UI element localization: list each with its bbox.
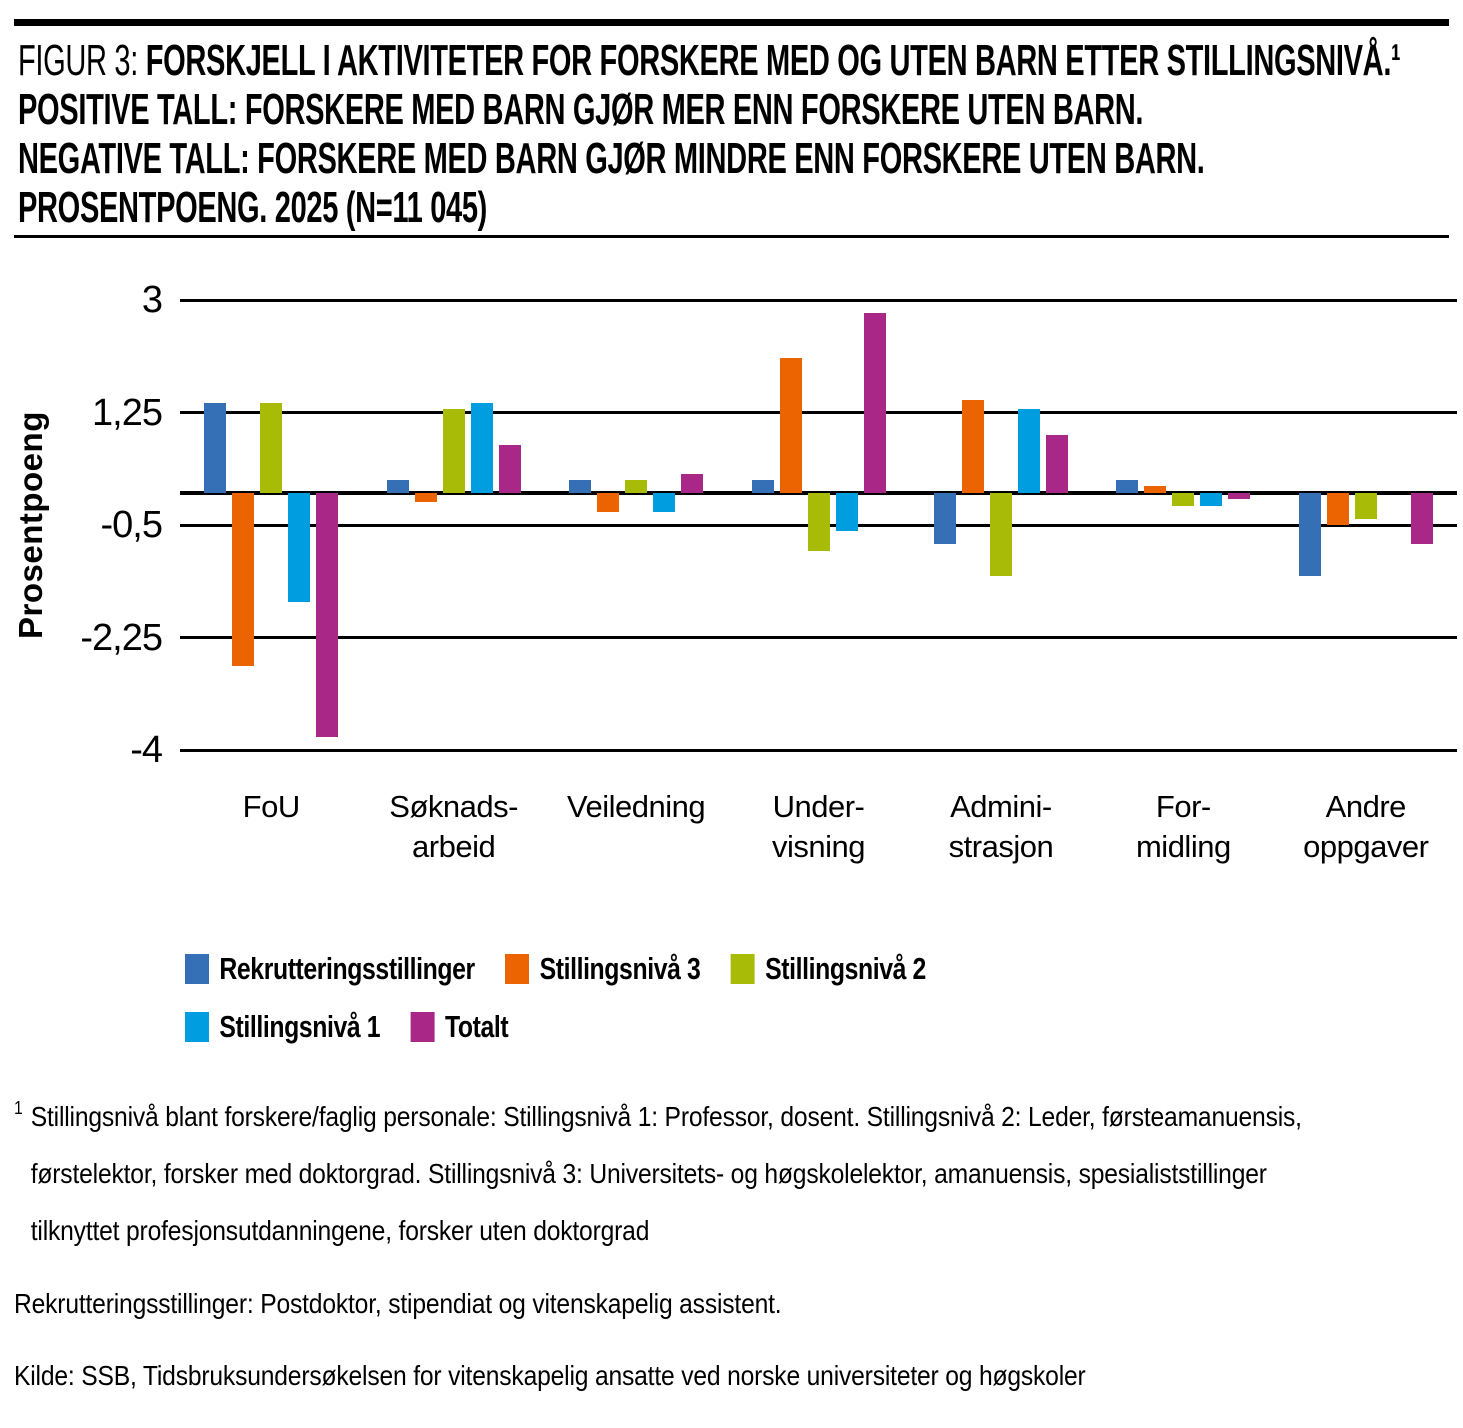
plot-area xyxy=(180,298,1457,752)
gridline-3 xyxy=(180,298,1457,302)
bar-rekrutteringsstillinger-s-knadsarbeid xyxy=(386,480,409,493)
bar-stillingsniva-1-veiledning xyxy=(653,492,676,513)
legend-label: Totalt xyxy=(444,1009,509,1044)
bar-totalt-andre-oppgaver xyxy=(1410,492,1433,545)
y-tick-label: 1,25 xyxy=(92,391,163,434)
bar-stillingsniva-2-andre-oppgaver xyxy=(1354,492,1377,519)
x-axis-label-formidling: For- midling xyxy=(1135,789,1231,864)
figure-title-line-2: POSITIVE TALL: FORSKERE MED BARN GJØR ME… xyxy=(18,85,1144,134)
legend-label: Stillingsnivå 2 xyxy=(765,951,926,986)
footnote-marker: 1 xyxy=(14,1098,23,1118)
x-axis-label-fou: FoU xyxy=(242,789,301,824)
bar-rekrutteringsstillinger-formidling xyxy=(1116,480,1139,493)
bar-stillingsniva-1-undervisning xyxy=(835,492,858,532)
bar-totalt-veiledning xyxy=(681,473,704,493)
figure-title-line-3: NEGATIVE TALL: FORSKERE MED BARN GJØR MI… xyxy=(18,134,1205,183)
legend-item-stillingsniva-2: Stillingsnivå 2 xyxy=(730,951,926,987)
bar-stillingsniva-3-formidling xyxy=(1144,486,1167,493)
gridline-1-25 xyxy=(180,411,1457,414)
footnote-lines: Stillingsnivå blant forskere/faglig pers… xyxy=(31,1088,1302,1259)
bar-stillingsniva-1-formidling xyxy=(1200,492,1223,506)
footnote-line: førstelektor, forsker med doktorgrad. St… xyxy=(30,1158,1267,1189)
bar-stillingsniva-3-undervisning xyxy=(779,357,802,493)
note-rekruttering: Rekrutteringsstillinger: Postdoktor, sti… xyxy=(14,1288,782,1319)
figure-title-line-4: PROSENTPOENG. 2025 (N=11 045) xyxy=(18,183,488,232)
y-tick-label: -4 xyxy=(130,729,163,771)
bar-stillingsniva-2-undervisning xyxy=(807,492,830,551)
bar-rekrutteringsstillinger-undervisning xyxy=(751,480,774,493)
bar-stillingsniva-1-fou xyxy=(288,492,311,603)
bar-totalt-formidling xyxy=(1228,492,1251,500)
bar-stillingsniva-2-veiledning xyxy=(625,480,648,493)
x-axis-label-undervisning: Under- visning xyxy=(772,789,866,864)
legend-swatch-stillingsniva-2 xyxy=(730,954,755,984)
legend-item-stillingsniva-3: Stillingsnivå 3 xyxy=(505,951,701,987)
y-axis: 3 1,25 -0,5 -2,25 -4 xyxy=(0,279,163,771)
bar-totalt-undervisning xyxy=(863,312,886,493)
legend-row-2: Stillingsnivå 1 Totalt xyxy=(185,1005,926,1049)
bar-rekrutteringsstillinger-andre-oppgaver xyxy=(1298,492,1321,577)
x-axis: FoU Søknads- arbeid Veiledning Under- visni… xyxy=(180,787,1457,897)
bar-stillingsniva-3-administrasjon xyxy=(961,399,984,493)
legend-label: Stillingsnivå 3 xyxy=(539,951,701,986)
bar-stillingsniva-2-fou xyxy=(260,402,283,493)
footnote-line: tilknyttet profesjonsutdanningene, forsk… xyxy=(30,1215,650,1246)
x-axis-label-administrasjon: Admini- strasjon xyxy=(948,789,1054,864)
bar-stillingsniva-3-andre-oppgaver xyxy=(1326,492,1349,525)
legend: Rekrutteringsstillinger Stillingsnivå 3 St… xyxy=(185,947,1111,1063)
bar-stillingsniva-2-administrasjon xyxy=(989,492,1012,577)
bar-totalt-administrasjon xyxy=(1045,435,1068,493)
legend-swatch-stillingsniva-3 xyxy=(505,954,530,984)
legend-item-totalt: Totalt xyxy=(410,1009,509,1045)
legend-label: Rekrutteringsstillinger xyxy=(219,951,475,986)
bar-rekrutteringsstillinger-administrasjon xyxy=(933,492,956,545)
legend-swatch-stillingsniva-1 xyxy=(185,1012,209,1042)
legend-label: Stillingsnivå 1 xyxy=(219,1009,381,1044)
footnote: 1 Stillingsnivå blant forskere/faglig pe… xyxy=(14,1088,1302,1259)
legend-item-stillingsniva-1: Stillingsnivå 1 xyxy=(185,1009,381,1045)
header-divider-rule xyxy=(14,235,1449,238)
bar-rekrutteringsstillinger-fou xyxy=(204,402,227,493)
x-axis-label-andre-oppgaver: Andre oppgaver xyxy=(1303,789,1429,864)
y-tick-label: -2,25 xyxy=(80,616,163,659)
x-axis-label-veiledning: Veiledning xyxy=(567,789,706,824)
bar-stillingsniva-2-s-knadsarbeid xyxy=(442,409,465,493)
bar-stillingsniva-3-s-knadsarbeid xyxy=(414,492,437,503)
x-axis-label-s-knadsarbeid: Søknads- arbeid xyxy=(389,789,518,864)
y-tick-label: -0,5 xyxy=(100,504,163,546)
gridline-4 xyxy=(180,748,1457,752)
bar-totalt-s-knadsarbeid xyxy=(498,444,521,493)
bar-totalt-fou xyxy=(316,492,339,738)
legend-item-rekrutteringsstillinger: Rekrutteringsstillinger xyxy=(185,951,475,987)
legend-row-1: Rekrutteringsstillinger Stillingsnivå 3 St… xyxy=(185,947,926,991)
source-note: Kilde: SSB, Tidsbruksundersøkelsen for v… xyxy=(14,1360,1086,1391)
bar-stillingsniva-1-administrasjon xyxy=(1017,409,1040,493)
bar-stillingsniva-1-s-knadsarbeid xyxy=(470,402,493,493)
top-rule xyxy=(14,19,1449,26)
bar-stillingsniva-2-formidling xyxy=(1172,492,1195,506)
bar-stillingsniva-3-fou xyxy=(232,492,255,667)
figure-header: FIGUR 3: FORSKJELL I AKTIVITETER FOR FOR… xyxy=(18,36,1463,232)
figure-title-line-1: FIGUR 3: FORSKJELL I AKTIVITETER FOR FOR… xyxy=(18,36,1401,85)
legend-swatch-totalt xyxy=(410,1012,435,1042)
figure-number-label: FIGUR 3: xyxy=(18,36,138,85)
y-tick-label: 3 xyxy=(141,279,163,321)
bar-rekrutteringsstillinger-veiledning xyxy=(569,480,592,493)
gridline-2-25 xyxy=(180,636,1457,639)
footnote-line: Stillingsnivå blant forskere/faglig pers… xyxy=(30,1101,1302,1132)
legend-swatch-rekrutteringsstillinger xyxy=(185,954,209,984)
bar-stillingsniva-3-veiledning xyxy=(597,492,620,513)
figure-title-text: FORSKJELL I AKTIVITETER FOR FORSKERE MED… xyxy=(145,36,1401,85)
